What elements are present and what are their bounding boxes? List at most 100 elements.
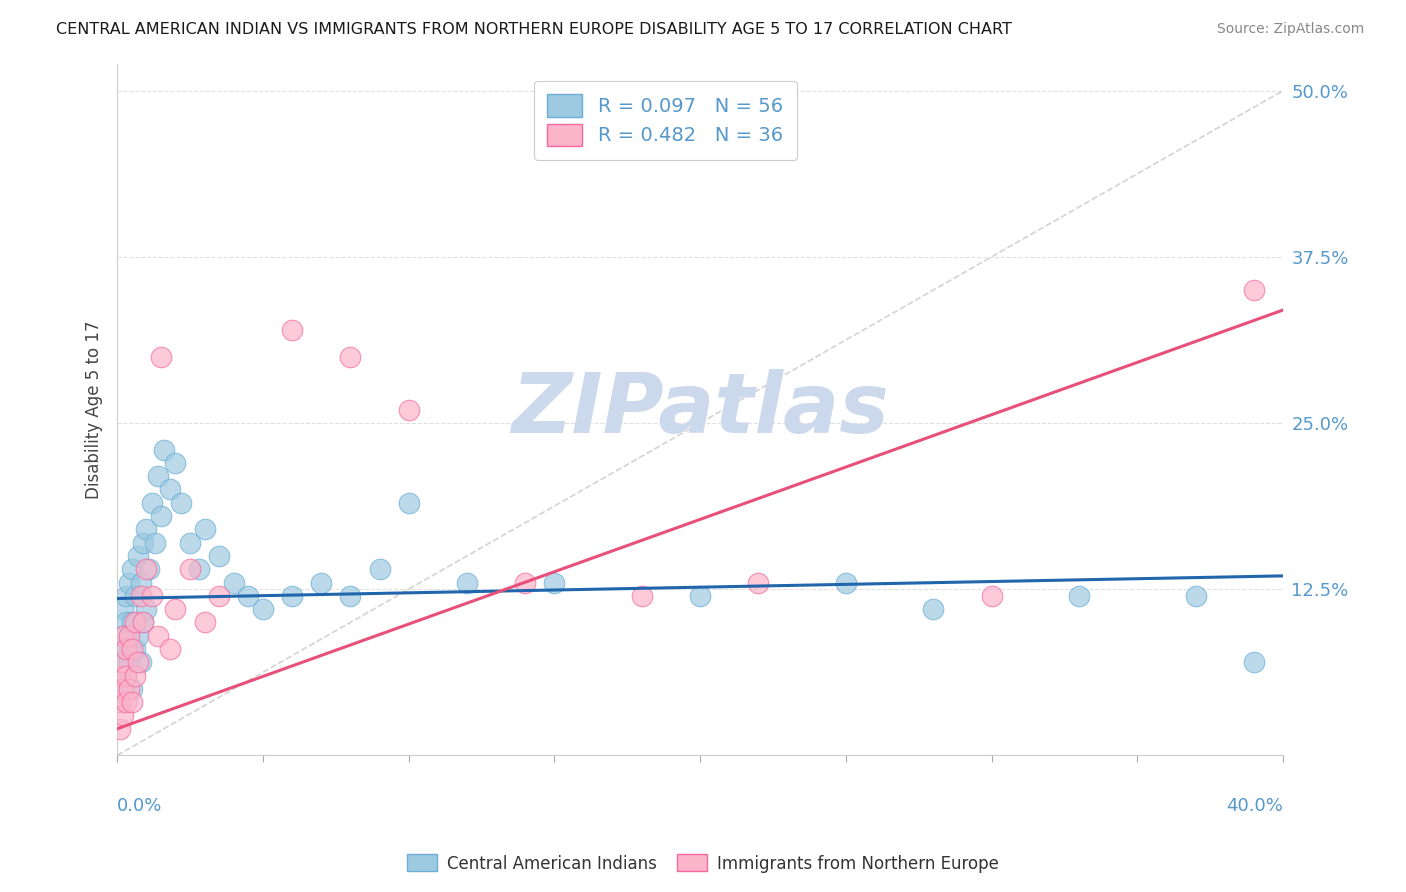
Point [281,589,304,603]
Point [143,535,166,549]
Point [398,496,420,510]
Point [132,615,155,630]
Point [108,695,131,709]
Point [222,575,245,590]
Point [111,655,134,669]
Point [141,496,163,510]
Point [108,668,131,682]
Point [1243,655,1265,669]
Point [149,509,172,524]
Point [149,350,172,364]
Point [194,615,217,630]
Point [1184,589,1206,603]
Point [138,562,160,576]
Point [115,615,138,630]
Legend: Central American Indians, Immigrants from Northern Europe: Central American Indians, Immigrants fro… [401,847,1005,880]
Point [115,642,138,657]
Text: 0.0%: 0.0% [117,797,163,814]
Point [456,575,478,590]
Point [170,496,193,510]
Point [115,642,138,657]
Point [165,456,187,470]
Point [1243,283,1265,297]
Point [1067,589,1090,603]
Point [339,350,361,364]
Point [689,589,711,603]
Point [115,668,138,682]
Point [132,615,155,630]
Point [127,549,149,563]
Point [922,602,945,616]
Point [124,642,146,657]
Point [252,602,274,616]
Point [194,522,217,536]
Point [543,575,565,590]
Point [118,681,141,696]
Point [153,442,176,457]
Point [141,589,163,603]
Point [111,708,134,723]
Point [124,668,146,682]
Point [111,681,134,696]
Point [108,695,131,709]
Point [121,615,143,630]
Point [108,668,131,682]
Point [129,589,152,603]
Point [115,695,138,709]
Text: ZIPatlas: ZIPatlas [512,369,889,450]
Point [309,575,332,590]
Point [129,655,152,669]
Point [118,629,141,643]
Point [281,323,304,337]
Point [165,602,187,616]
Point [115,668,138,682]
Point [208,589,231,603]
Point [187,562,209,576]
Point [515,575,537,590]
Point [135,562,157,576]
Point [127,629,149,643]
Point [835,575,858,590]
Point [129,575,152,590]
Point [631,589,654,603]
Point [121,695,143,709]
Point [135,522,157,536]
Point [111,655,134,669]
Point [368,562,391,576]
Point [238,589,260,603]
Text: Source: ZipAtlas.com: Source: ZipAtlas.com [1216,22,1364,37]
Point [121,562,143,576]
Point [115,589,138,603]
Point [146,629,169,643]
Point [339,589,361,603]
Point [127,655,149,669]
Point [179,535,201,549]
Point [108,722,131,736]
Point [159,642,181,657]
Point [118,629,141,643]
Point [398,402,420,417]
Point [124,589,146,603]
Point [980,589,1002,603]
Point [146,469,169,483]
Y-axis label: Disability Age 5 to 17: Disability Age 5 to 17 [86,320,103,499]
Text: CENTRAL AMERICAN INDIAN VS IMMIGRANTS FROM NORTHERN EUROPE DISABILITY AGE 5 TO 1: CENTRAL AMERICAN INDIAN VS IMMIGRANTS FR… [56,22,1012,37]
Point [208,549,231,563]
Text: 40.0%: 40.0% [1226,797,1284,814]
Point [124,615,146,630]
Point [121,681,143,696]
Point [111,602,134,616]
Point [747,575,769,590]
Point [121,642,143,657]
Point [111,629,134,643]
Point [132,535,155,549]
Point [118,575,141,590]
Point [159,483,181,497]
Point [111,681,134,696]
Point [108,642,131,657]
Point [179,562,201,576]
Point [111,629,134,643]
Point [135,602,157,616]
Point [118,655,141,669]
Legend: R = 0.097   N = 56, R = 0.482   N = 36: R = 0.097 N = 56, R = 0.482 N = 36 [534,80,797,160]
